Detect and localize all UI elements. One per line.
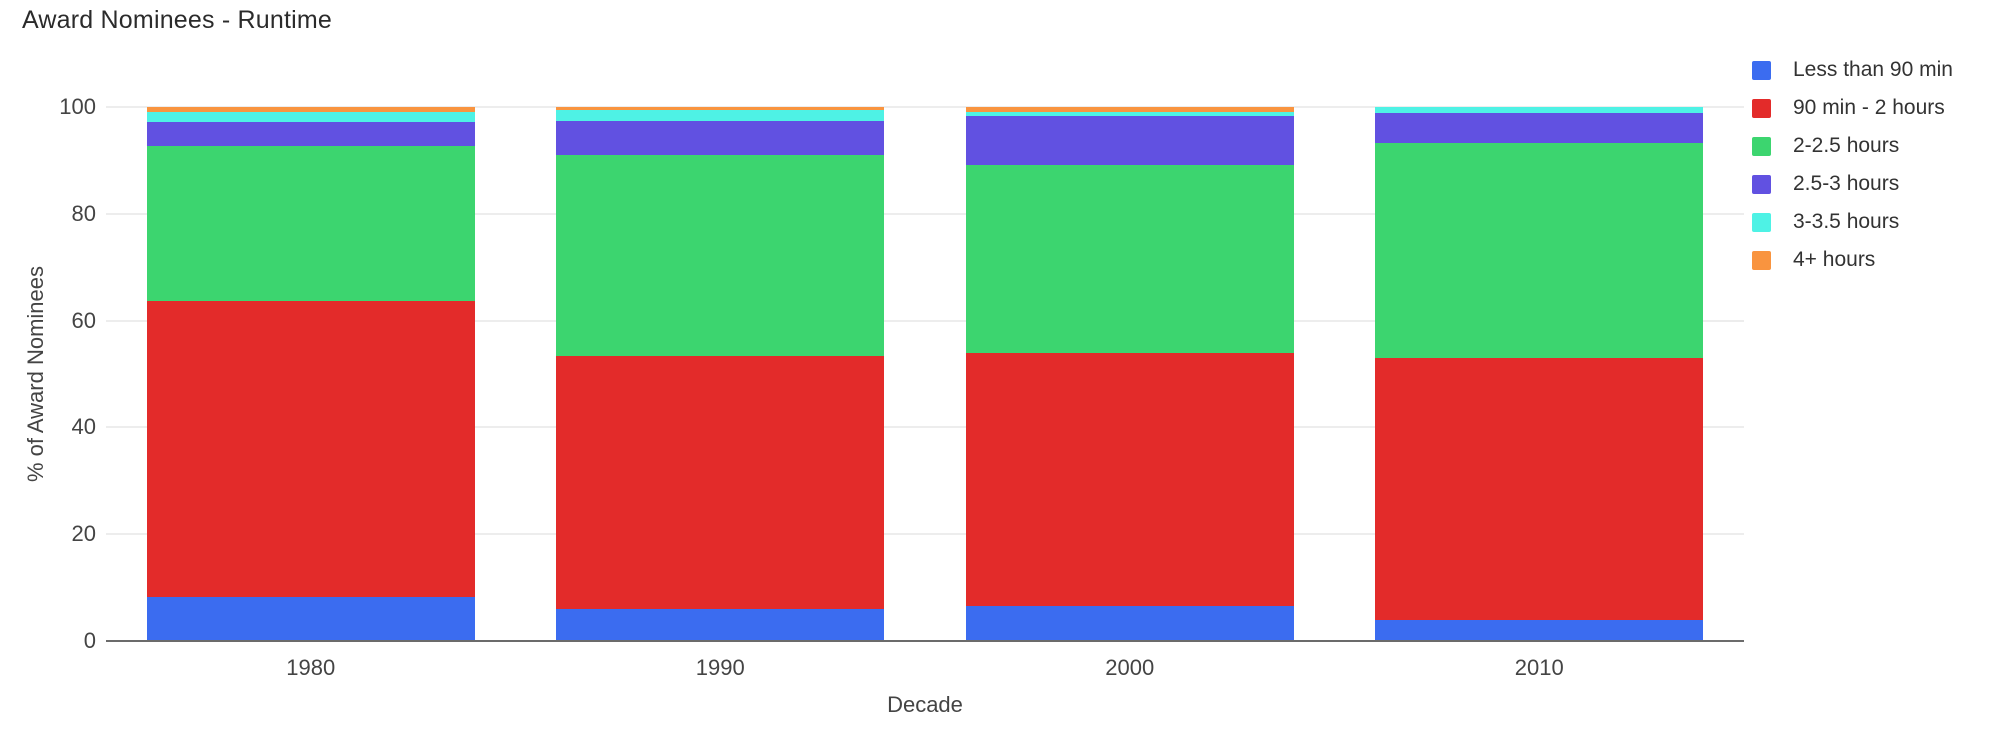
y-tick-label: 0 (83, 628, 96, 653)
bar-segment-2-2-5-hours-2000[interactable] (965, 165, 1294, 354)
legend-color-swatch-icon (1752, 136, 1771, 156)
legend-item-4-hours[interactable]: 4+ hours (1752, 248, 1953, 272)
y-axis-title: % of Award Nominees (23, 265, 48, 483)
y-tick-label: 100 (59, 94, 96, 119)
legend-item-label: 2.5-3 hours (1793, 172, 1900, 195)
bar-segment-2-5-3-hours-2010[interactable] (1375, 113, 1704, 144)
bar-segment-3-3-5-hours-2000[interactable] (965, 111, 1294, 116)
gridline (106, 319, 1744, 322)
x-tick-label: 1990 (695, 655, 745, 680)
x-tick-label: 1980 (286, 655, 336, 680)
legend-item-less-than-90-min[interactable]: Less than 90 min (1752, 58, 1953, 82)
bar-segment-90-min-2-hours-1990[interactable] (556, 355, 885, 609)
bar-segment-90-min-2-hours-1980[interactable] (146, 301, 475, 597)
legend-color-swatch-icon (1752, 174, 1771, 194)
legend-item-label: 4+ hours (1793, 248, 1876, 271)
bar-segment-less-than-90-min-2010[interactable] (1375, 619, 1704, 641)
bar-segment-2-2-5-hours-1980[interactable] (146, 145, 475, 302)
legend-color-swatch-icon (1752, 60, 1771, 80)
y-tick-label: 20 (71, 521, 96, 547)
gridline (106, 426, 1744, 429)
y-tick-label: 60 (71, 307, 96, 333)
legend-item-label: 3-3.5 hours (1793, 210, 1900, 233)
bar-segment-4-hours-1990[interactable] (556, 107, 885, 110)
legend-color-swatch-icon (1752, 250, 1771, 270)
x-axis-line (106, 640, 1744, 642)
gridline (106, 533, 1744, 536)
legend-color-swatch-icon (1752, 212, 1771, 232)
legend-item-label: 2-2.5 hours (1793, 134, 1900, 157)
bar-segment-less-than-90-min-2000[interactable] (965, 605, 1294, 641)
legend-item-2-2-5-hours[interactable]: 2-2.5 hours (1752, 134, 1953, 158)
x-tick-label: 2000 (1105, 655, 1155, 680)
legend-item-2-5-3-hours[interactable]: 2.5-3 hours (1752, 172, 1953, 196)
legend-color-swatch-icon (1752, 98, 1771, 118)
bar-segment-90-min-2-hours-2010[interactable] (1375, 357, 1704, 620)
bar-segment-4-hours-2000[interactable] (965, 107, 1294, 112)
bar-segment-4-hours-1980[interactable] (146, 107, 475, 112)
bar-segment-2-2-5-hours-2010[interactable] (1375, 143, 1704, 358)
legend-item-90-min-2-hours[interactable]: 90 min - 2 hours (1752, 96, 1953, 120)
gridline (106, 106, 1744, 108)
gridline (106, 212, 1744, 215)
bar-segment-3-3-5-hours-2010[interactable] (1375, 107, 1704, 114)
bar-segment-3-3-5-hours-1980[interactable] (146, 111, 475, 122)
y-tick-label: 80 (71, 200, 96, 226)
legend-item-3-3-5-hours[interactable]: 3-3.5 hours (1752, 210, 1953, 234)
legend: Less than 90 min 90 min - 2 hours 2-2.5 ho… (1752, 58, 1953, 286)
bar-segment-2-5-3-hours-2000[interactable] (965, 115, 1294, 166)
x-tick-label: 2010 (1514, 655, 1564, 680)
bar-segment-90-min-2-hours-2000[interactable] (965, 353, 1294, 606)
bar-segment-2-5-3-hours-1980[interactable] (146, 121, 475, 146)
bar-segment-less-than-90-min-1980[interactable] (146, 596, 475, 641)
legend-item-label: 90 min - 2 hours (1793, 96, 1945, 119)
bar-segment-3-3-5-hours-1990[interactable] (556, 109, 885, 121)
chart-title: Award Nominees - Runtime (22, 6, 333, 34)
y-tick-label: 40 (71, 414, 96, 440)
bar-segment-2-5-3-hours-1990[interactable] (556, 120, 885, 155)
bar-segment-2-2-5-hours-1990[interactable] (556, 154, 885, 356)
bar-segment-less-than-90-min-1990[interactable] (556, 608, 885, 641)
legend-item-label: Less than 90 min (1793, 58, 1953, 81)
x-axis-title: Decade (887, 692, 963, 717)
